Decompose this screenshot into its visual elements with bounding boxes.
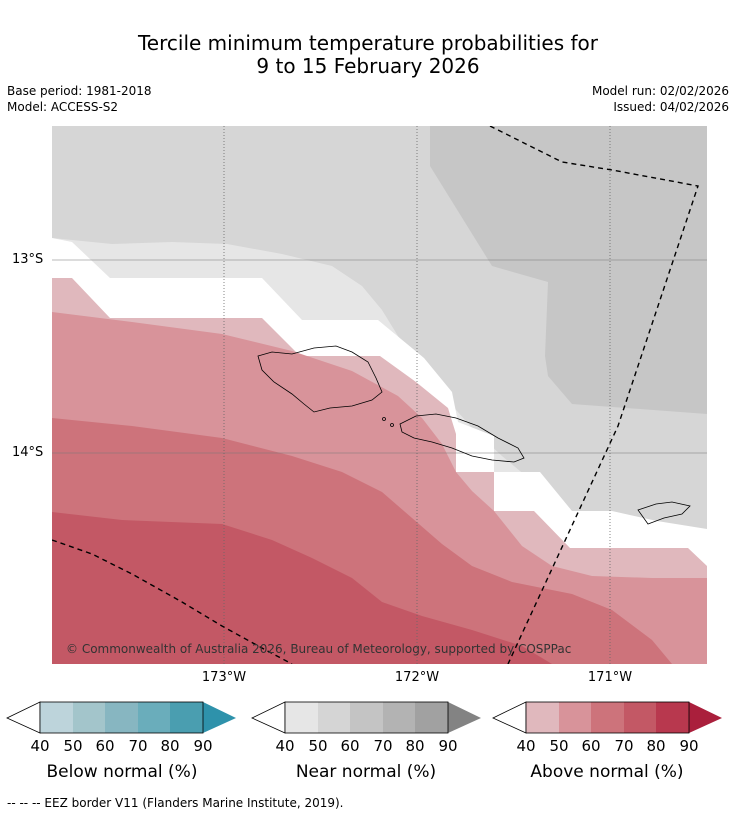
colorbar-above-bin-5 [656, 702, 689, 733]
islet-2 [390, 423, 394, 427]
base-period: Base period: 1981-2018 [7, 84, 152, 98]
colorbar-near-tick-70: 70 [373, 737, 392, 755]
colorbar-below-title: Below normal (%) [46, 762, 198, 782]
probability-map: © Commonwealth of Australia 2026, Bureau… [52, 126, 707, 664]
colorbar-below-bin-3 [105, 702, 138, 733]
eez-border-west [52, 539, 293, 664]
colorbar-above-bin-2 [559, 702, 591, 733]
colorbar-near-bin-2 [318, 702, 350, 733]
colorbar-near-bin-1 [285, 702, 318, 733]
colorbar-above-tick-60: 60 [581, 737, 600, 755]
colorbar-below-low-end [6, 701, 41, 734]
colorbar-below-tick-70: 70 [128, 737, 147, 755]
colorbar-near: 40 50 60 70 80 90 [251, 701, 481, 755]
colorbar-below: 40 50 60 70 80 90 [6, 701, 236, 755]
colorbar-near-high-end [448, 702, 481, 733]
model-name: Model: ACCESS-S2 [7, 100, 119, 114]
colorbar-near-tick-80: 80 [405, 737, 424, 755]
savaii-island [257, 345, 383, 413]
lon-label-173w: 173°W [201, 670, 247, 685]
above-normal-region-70 [52, 512, 552, 664]
title-line-2: 9 to 15 February 2026 [256, 54, 480, 78]
eez-border [52, 126, 699, 664]
colorbar-near-title: Near normal (%) [295, 762, 437, 782]
near-normal-region-60 [430, 126, 707, 414]
colorbar-above-high-end [689, 702, 722, 733]
colorbar-above-bin-3 [591, 702, 624, 733]
lon-label-172w: 172°W [394, 670, 440, 685]
lon-label-171w: 171°W [587, 670, 633, 685]
colorbar-above-tick-80: 80 [646, 737, 665, 755]
meta-left: Base period: 1981-2018 Model: ACCESS-S2 [7, 83, 152, 115]
colorbar-above-tick-70: 70 [614, 737, 633, 755]
colorbar-below-tick-40: 40 [30, 737, 49, 755]
colorbar-below-frame [39, 701, 204, 734]
colorbar-below-tick-80: 80 [160, 737, 179, 755]
tutuila-island [637, 501, 691, 525]
colorbar-below-bin-5 [170, 702, 203, 733]
colorbar-below-bin-4 [138, 702, 170, 733]
colorbar-below-bin-1 [40, 702, 73, 733]
map-copyright: © Commonwealth of Australia 2026, Bureau… [66, 642, 571, 656]
colorbar-above-tick-90: 90 [679, 737, 698, 755]
colorbar-near-bin-4 [383, 702, 415, 733]
colorbar-near-bin-3 [350, 702, 383, 733]
colorbar-above-title: Above normal (%) [530, 762, 684, 782]
island-outlines [257, 345, 691, 525]
issued-date: Issued: 04/02/2026 [613, 100, 729, 114]
colorbar-above-low-end [492, 701, 527, 734]
colorbar-near-tick-50: 50 [308, 737, 327, 755]
colorbar-above-frame [525, 701, 690, 734]
colorbar-above-tick-50: 50 [549, 737, 568, 755]
colorbar-near-frame [284, 701, 449, 734]
eez-border-east [489, 126, 699, 664]
islet-1 [382, 417, 386, 421]
lat-label-14s: 14°S [12, 445, 44, 460]
colorbar-above-bin-4 [624, 702, 656, 733]
colorbar-above: 40 50 60 70 80 90 [492, 701, 722, 755]
colorbar-below-tick-50: 50 [63, 737, 82, 755]
colorbar-near-tick-90: 90 [438, 737, 457, 755]
colorbar-near-tick-40: 40 [275, 737, 294, 755]
colorbar-below-high-end [203, 702, 236, 733]
title-line-1: Tercile minimum temperature probabilitie… [137, 31, 599, 55]
colorbar-above-tick-40: 40 [516, 737, 535, 755]
colorbar-below-tick-60: 60 [95, 737, 114, 755]
colorbar-near-low-end [251, 701, 286, 734]
colorbar-below-tick-90: 90 [193, 737, 212, 755]
upolu-island [399, 413, 525, 463]
lat-label-13s: 13°S [12, 252, 44, 267]
colorbar-near-tick-60: 60 [340, 737, 359, 755]
model-run: Model run: 02/02/2026 [591, 84, 729, 98]
eez-footnote: -- -- -- EEZ border V11 (Flanders Marine… [7, 796, 344, 810]
colorbar-near-bin-5 [415, 702, 448, 733]
colorbar-above-bin-1 [526, 702, 559, 733]
meta-right: Model run: 02/02/2026 Issued: 04/02/2026 [592, 83, 729, 115]
map-grid [52, 259, 707, 454]
colorbar-below-bin-2 [73, 702, 105, 733]
